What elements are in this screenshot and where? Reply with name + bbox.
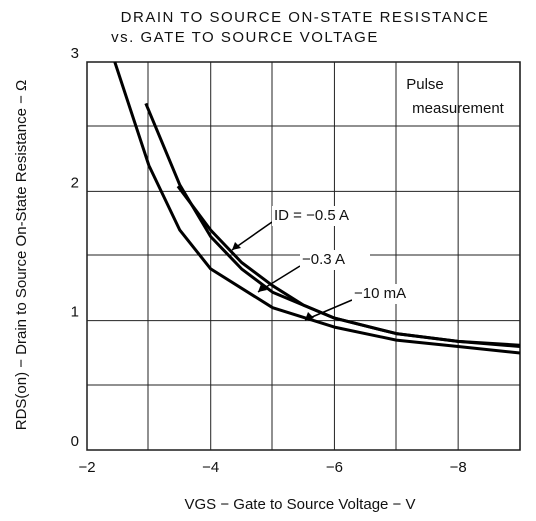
series-label: −10 mA — [354, 285, 406, 302]
label-bg — [272, 206, 382, 226]
y-tick-label: 0 — [71, 433, 79, 450]
x-tick-label: −6 — [326, 459, 343, 476]
x-tick-label: −2 — [78, 459, 95, 476]
chart-title: DRAIN TO SOURCE ON-STATE RESISTANCE — [121, 9, 490, 26]
chart-subtitle: vs. GATE TO SOURCE VOLTAGE — [111, 29, 379, 46]
y-tick-label: 3 — [71, 45, 79, 62]
x-axis-label: VGS − Gate to Source Voltage − V — [185, 496, 416, 513]
leader-line — [231, 221, 273, 251]
arrow-head — [258, 284, 267, 292]
arrow-head — [232, 242, 241, 250]
series-label: ID = −0.5 A — [274, 207, 349, 224]
x-tick-label: −8 — [450, 459, 467, 476]
y-tick-label: 1 — [71, 304, 79, 321]
y-tick-label: 2 — [71, 174, 79, 191]
series-line — [144, 102, 521, 348]
series-label: −0.3 A — [302, 251, 345, 268]
leader-line — [257, 265, 301, 293]
leader-line — [304, 299, 353, 321]
annotation-bg — [397, 70, 515, 122]
x-tick-label: −4 — [202, 459, 219, 476]
label-bg — [300, 250, 370, 270]
label-bg — [352, 284, 422, 304]
series-line — [113, 61, 521, 355]
arrow-head — [305, 312, 314, 320]
y-axis-label: RDS(on) − Drain to Source On-State Resis… — [13, 80, 30, 431]
